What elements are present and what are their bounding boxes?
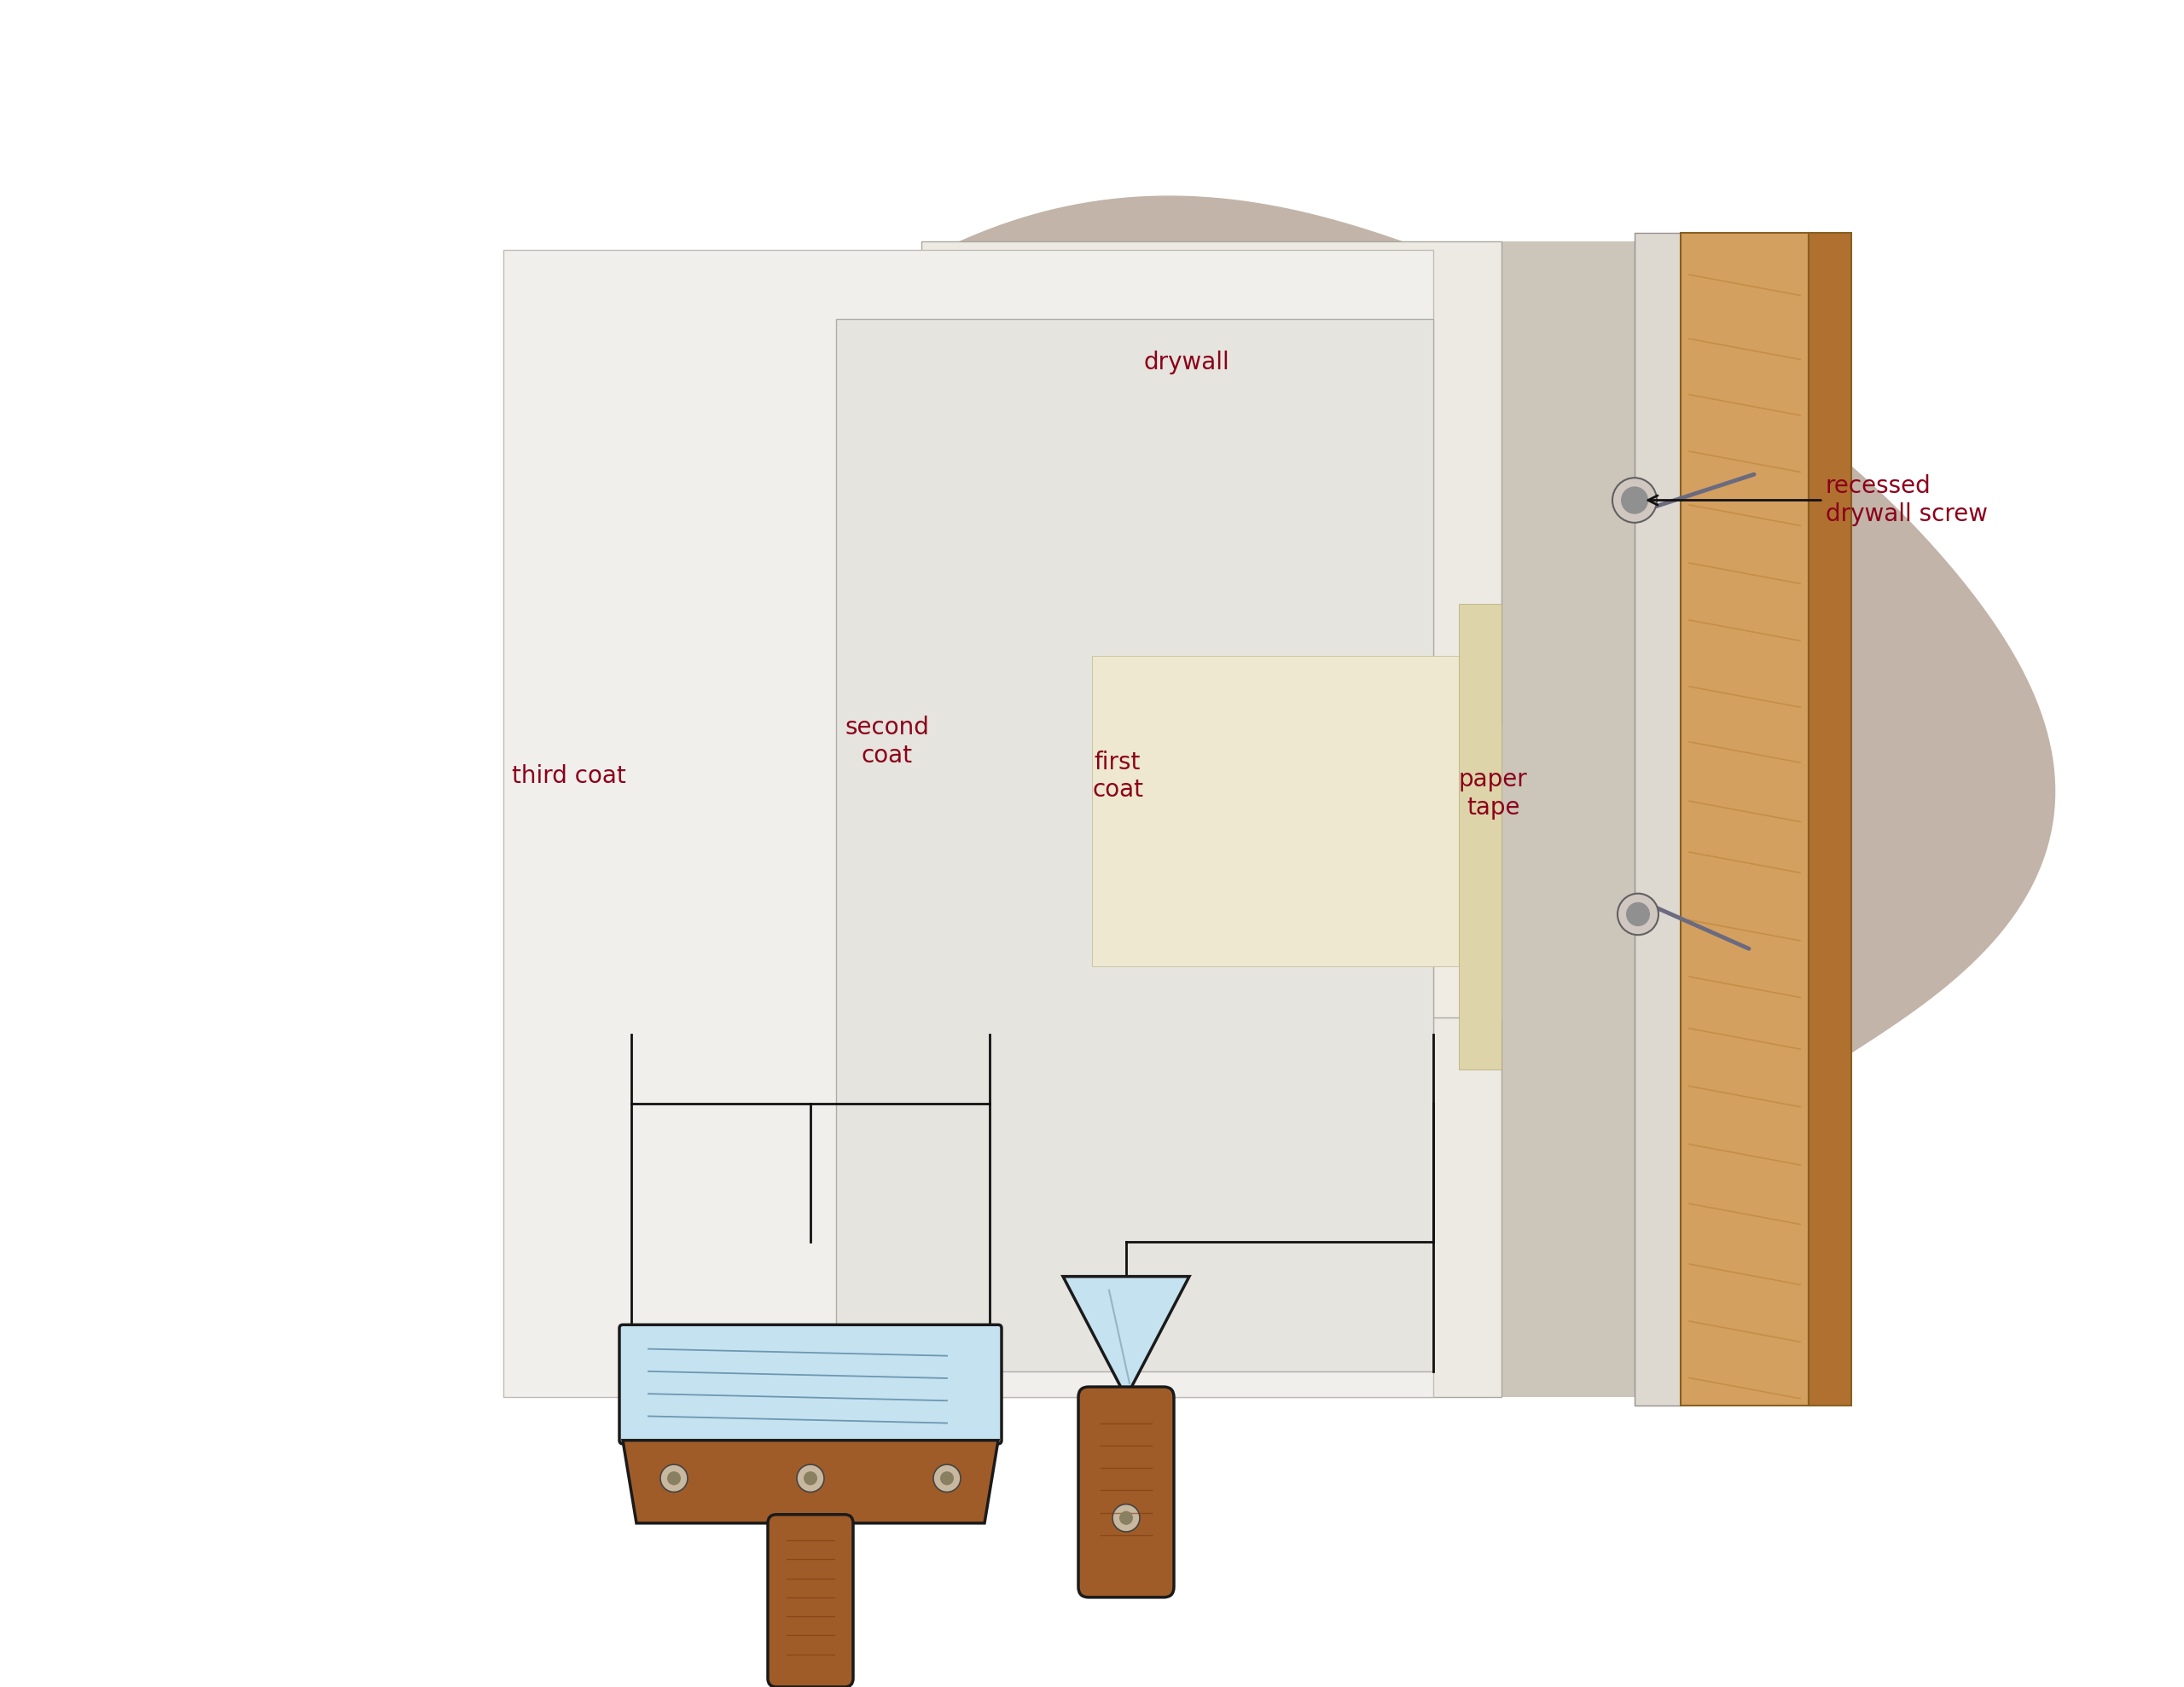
Bar: [1459, 604, 1503, 1070]
Circle shape: [1627, 903, 1649, 926]
Circle shape: [933, 1464, 961, 1491]
FancyBboxPatch shape: [769, 1515, 854, 1687]
Bar: [1634, 233, 1682, 1405]
Text: drywall: drywall: [1142, 351, 1230, 375]
Circle shape: [1618, 894, 1658, 935]
Text: recessed
drywall screw: recessed drywall screw: [1649, 474, 1987, 526]
Text: third coat: third coat: [511, 764, 627, 788]
Circle shape: [1120, 1512, 1133, 1525]
Bar: [922, 241, 1503, 724]
Bar: [1092, 656, 1468, 967]
Polygon shape: [520, 196, 2055, 1299]
Text: first
coat: first coat: [1092, 751, 1142, 801]
Circle shape: [666, 1471, 681, 1485]
Bar: [1808, 233, 1852, 1405]
Polygon shape: [622, 1441, 998, 1523]
Bar: [922, 1017, 1503, 1397]
Bar: [1485, 241, 1655, 1397]
Polygon shape: [1064, 1277, 1190, 1397]
Bar: [1433, 241, 1485, 1397]
Circle shape: [1621, 486, 1649, 515]
Circle shape: [804, 1471, 817, 1485]
Bar: [502, 250, 1433, 1397]
Text: paper
tape: paper tape: [1459, 768, 1529, 820]
FancyBboxPatch shape: [1079, 1387, 1175, 1598]
Bar: [836, 319, 1433, 1372]
Circle shape: [797, 1464, 823, 1491]
Circle shape: [1112, 1505, 1140, 1532]
Circle shape: [939, 1471, 954, 1485]
Bar: [1682, 233, 1808, 1405]
Circle shape: [660, 1464, 688, 1491]
Circle shape: [1612, 477, 1658, 523]
Text: second
coat: second coat: [845, 715, 928, 768]
FancyBboxPatch shape: [620, 1324, 1002, 1444]
